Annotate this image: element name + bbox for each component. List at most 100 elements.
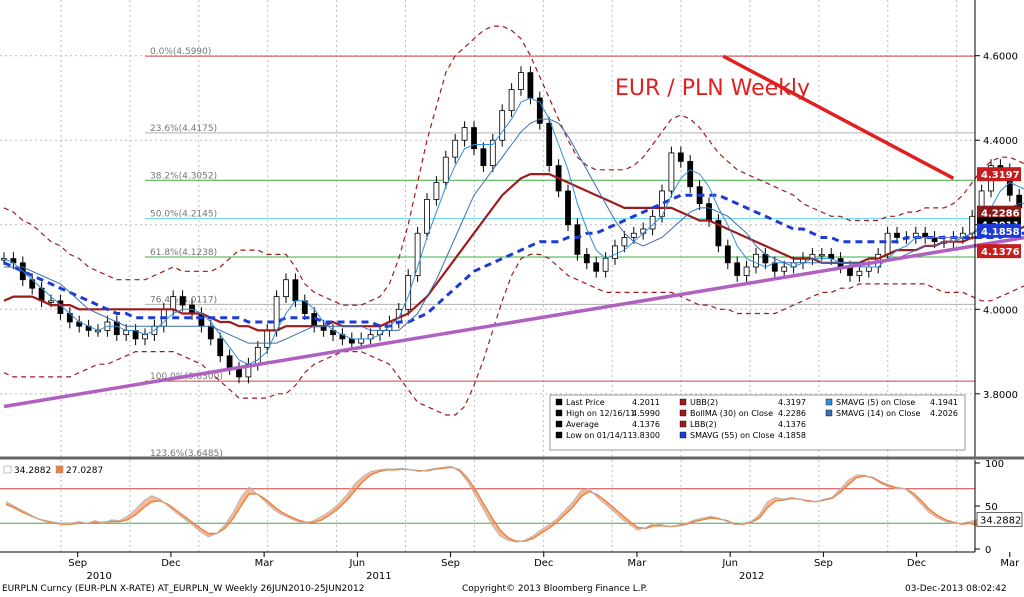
- price-candle: [668, 152, 675, 192]
- chart-title: EUR / PLN Weekly: [615, 76, 810, 101]
- price-candle: [621, 237, 628, 247]
- fib-level-label: 38.2%(4.3052): [150, 171, 217, 181]
- price-candle: [236, 368, 242, 378]
- legend-value: 4.2286: [778, 409, 806, 418]
- price-tag-box: [977, 223, 1021, 238]
- price-candle: [452, 139, 459, 158]
- trend-lines: [3, 54, 1024, 409]
- price-candle: [677, 152, 684, 162]
- price-candle: [508, 89, 515, 112]
- legend-value: 4.2011: [632, 398, 660, 407]
- footer-copyright: Copyright© 2013 Bloomberg Finance L.P.: [462, 584, 648, 594]
- legend-box: Last Price 4.2011 High on 12/16/114.5990 Av…: [549, 394, 966, 451]
- rsi-tick-label: 0: [985, 545, 991, 556]
- price-candle: [499, 110, 506, 141]
- price-candle: [471, 127, 477, 150]
- price-candle: [734, 262, 741, 276]
- rsi-legend-marker: [3, 465, 12, 474]
- legend-label: SMAVG (5) on Close: [836, 398, 915, 407]
- legend-value: 4.1376: [778, 420, 806, 429]
- price-candle: [565, 190, 571, 226]
- x-month-label: Dec: [907, 558, 926, 569]
- x-month-label: Mar: [1000, 558, 1020, 569]
- price-candle: [894, 232, 900, 238]
- legend-marker: [825, 409, 833, 417]
- price-candle: [207, 325, 214, 340]
- legend-marker: [555, 420, 563, 428]
- price-candle: [424, 199, 430, 234]
- rsi-panel-bg: [0, 460, 975, 552]
- price-tag-box: [977, 167, 1021, 182]
- legend-items: Last Price 4.2011 High on 12/16/114.5990 Av…: [555, 398, 958, 440]
- rsi-line: [5, 465, 979, 543]
- rsi-tick-label: 50: [985, 502, 998, 513]
- y-tick-label: 4.6000: [983, 52, 1018, 63]
- price-candle: [489, 139, 496, 167]
- price-candle: [753, 253, 759, 268]
- x-month-label: Dec: [161, 558, 180, 569]
- price-candle: [273, 296, 280, 331]
- price-candle: [179, 296, 186, 306]
- rsi-grid: [0, 460, 975, 552]
- main-grid: [0, 0, 975, 458]
- price-candle: [123, 330, 130, 336]
- price-candle: [518, 72, 524, 90]
- price-candle: [865, 266, 872, 272]
- rsi-tag-label: 34.2882: [980, 516, 1021, 527]
- price-tag-label: 4.1858: [981, 227, 1020, 238]
- series-line: [4, 118, 1024, 344]
- price-candle: [395, 308, 402, 323]
- price-candle: [142, 334, 148, 340]
- rsi-legend-marker: [55, 465, 64, 474]
- x-month-label: Dec: [534, 558, 553, 569]
- rsi-series: [5, 465, 979, 543]
- legend-marker: [679, 409, 687, 417]
- price-candle: [884, 232, 891, 255]
- legend-frame: [549, 394, 966, 451]
- y-tick-label: 4.4000: [983, 136, 1018, 147]
- price-candle: [593, 262, 600, 272]
- legend-label: LBB(2): [690, 420, 717, 429]
- price-candle: [715, 220, 722, 247]
- series-line: [3, 253, 1024, 416]
- trend-line-up: [3, 235, 1024, 409]
- legend-label: Average: [566, 420, 599, 429]
- x-month-label: Mar: [255, 558, 275, 569]
- price-candle: [818, 253, 825, 257]
- rsi-legend-label: 34.2882: [14, 466, 51, 476]
- price-tag-label: 4.1376: [981, 247, 1020, 258]
- price-candle: [546, 122, 553, 167]
- rsi-tick-label: 100: [985, 459, 1004, 470]
- x-month-label: Sep: [441, 558, 460, 569]
- price-tag-label: 4.3197: [981, 170, 1020, 181]
- price-candle: [527, 72, 534, 99]
- price-candle: [292, 279, 299, 302]
- x-axis: SepDecMarJunSepDecMarJunSepDecMarJunSepD…: [68, 552, 1020, 582]
- price-candle: [48, 300, 54, 303]
- price-candle: [433, 182, 440, 200]
- price-candle: [480, 148, 487, 167]
- price-tag-box: [977, 205, 1021, 220]
- legend-marker: [825, 398, 833, 406]
- price-candle: [969, 215, 976, 234]
- legend-value: 4.5990: [632, 409, 660, 418]
- price-candle: [461, 127, 468, 141]
- x-year-label: 2011: [366, 571, 391, 582]
- x-month-label: Jun: [721, 558, 738, 569]
- fib-level-label: 61.8%(4.1238): [150, 248, 217, 258]
- price-candle: [687, 160, 694, 188]
- legend-label: Last Price: [566, 398, 605, 407]
- legend-marker: [555, 409, 563, 417]
- price-candle: [414, 232, 421, 276]
- legend-label: BollMA (30) on Close: [690, 409, 773, 418]
- legend-marker: [679, 420, 687, 428]
- price-candle: [170, 296, 177, 310]
- legend-label: Low on 01/14/11: [566, 431, 633, 440]
- legend-label: UBB(2): [690, 398, 718, 407]
- legend-value: 4.1941: [930, 398, 958, 407]
- legend-value: 4.3197: [778, 398, 806, 407]
- price-candle: [612, 245, 618, 259]
- fib-level-label: 50.0%(4.2145): [150, 210, 217, 220]
- legend-value: 4.1858: [778, 431, 806, 440]
- price-candle: [724, 245, 731, 264]
